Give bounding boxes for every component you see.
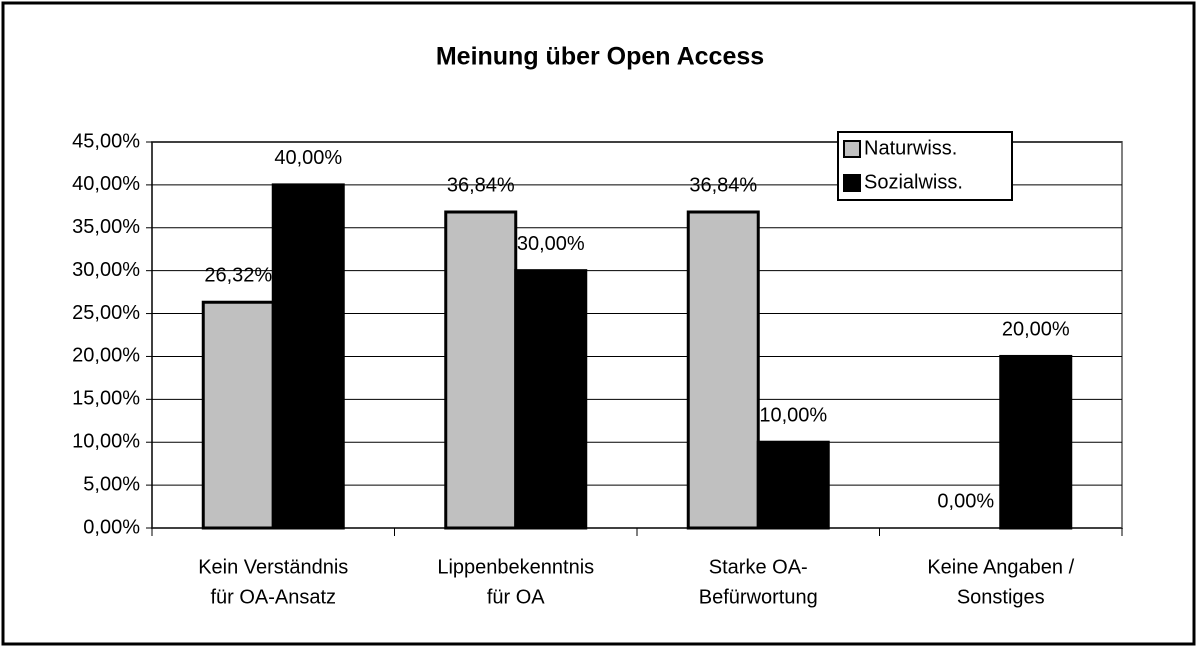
y-tick-label: 0,00% [83,516,140,538]
y-tick-label: 10,00% [72,431,140,453]
y-tick-label: 20,00% [72,345,140,367]
x-tick-label: Keine Angaben / [927,556,1074,578]
bar [756,440,830,530]
bar [514,269,588,530]
legend [837,131,1013,201]
legend-swatch [843,140,861,158]
x-tick-label: Befürwortung [699,586,818,608]
x-tick-label: Kein Verständnis [198,556,348,578]
x-tick-label: Sonstiges [957,586,1045,608]
value-label: 26,32% [204,265,272,287]
value-label: 10,00% [759,405,827,427]
bar [999,354,1073,530]
legend-label: Sozialwiss. [864,171,963,193]
value-label: 36,84% [689,174,757,196]
value-label: 40,00% [274,147,342,169]
bar [271,183,345,530]
x-tick-label: für OA [487,586,545,608]
bar [201,300,275,530]
value-label: 0,00% [937,490,994,512]
y-tick-label: 5,00% [83,473,140,495]
y-tick-label: 40,00% [72,173,140,195]
chart-title: Meinung über Open Access [436,43,764,71]
y-tick-label: 15,00% [72,388,140,410]
x-tick-label: für OA-Ansatz [210,586,336,608]
bar [686,210,760,530]
legend-label: Naturwiss. [864,137,957,159]
value-label: 30,00% [517,233,585,255]
y-tick-label: 45,00% [72,130,140,152]
bar [444,210,518,530]
y-tick-label: 35,00% [72,216,140,238]
value-label: 36,84% [447,174,515,196]
y-tick-label: 25,00% [72,302,140,324]
legend-swatch [843,174,861,192]
y-tick-label: 30,00% [72,259,140,281]
value-label: 20,00% [1002,319,1070,341]
x-tick-label: Lippenbekenntnis [437,556,594,578]
x-tick-label: Starke OA- [709,556,808,578]
